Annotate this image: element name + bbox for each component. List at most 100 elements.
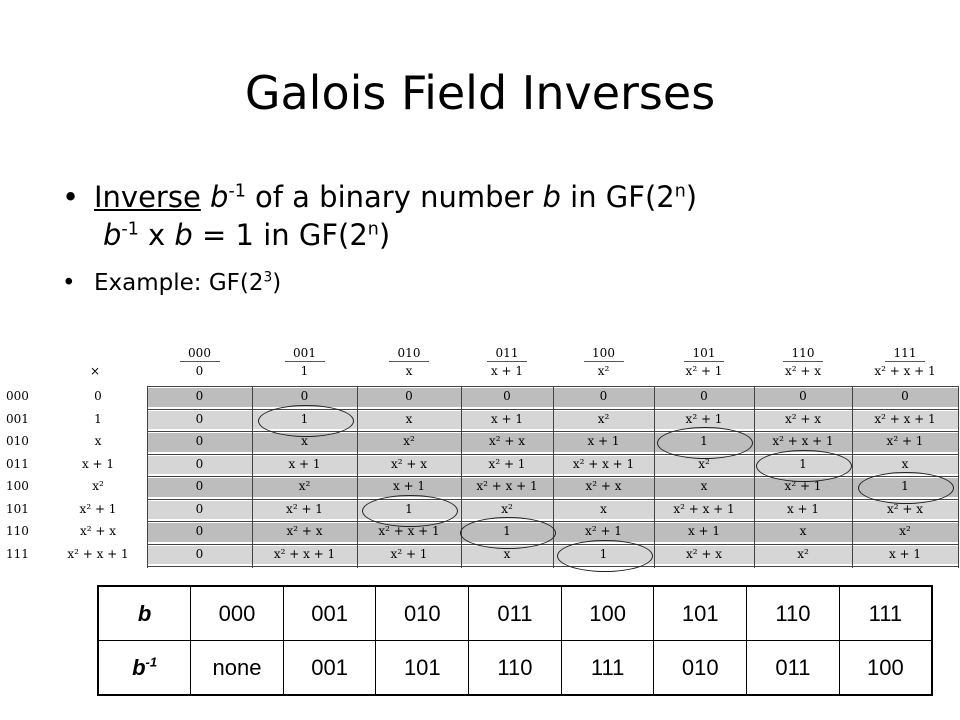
header-underline bbox=[783, 361, 823, 362]
col-header-poly: x + 1 bbox=[490, 364, 524, 378]
table-cell: x + 1 bbox=[687, 524, 721, 538]
col-header-binary: 111 bbox=[893, 346, 917, 360]
table-cell: x bbox=[901, 456, 909, 471]
bullet-line-2: b-1 x b = 1 in GF(2n) bbox=[94, 216, 940, 254]
col-header-binary: 001 bbox=[293, 346, 316, 360]
grid-line bbox=[147, 498, 958, 500]
table-cell: x² + 1 bbox=[488, 456, 526, 471]
cell-b: 011 bbox=[468, 585, 562, 641]
col-header-binary: 100 bbox=[592, 346, 615, 360]
header-underline bbox=[487, 361, 527, 362]
header-underline bbox=[885, 361, 925, 362]
table-cell: x² + x + 1 bbox=[476, 479, 538, 493]
cell-binv: 100 bbox=[838, 640, 933, 696]
grid-line bbox=[461, 386, 462, 568]
inverse-circle bbox=[556, 539, 653, 572]
table-cell: x² + x bbox=[286, 524, 323, 538]
row-header-binary: 011 bbox=[6, 456, 29, 471]
var-b: b bbox=[542, 180, 561, 214]
cell-b: 001 bbox=[282, 585, 377, 641]
sup-n: n bbox=[674, 181, 686, 202]
inverse-circle bbox=[362, 494, 458, 527]
row-header-poly: x² + x bbox=[79, 524, 117, 538]
label-b: b bbox=[132, 654, 146, 680]
grid-line bbox=[654, 386, 655, 568]
header-underline bbox=[684, 361, 724, 362]
table-cell: x² bbox=[899, 524, 911, 538]
grid-line bbox=[147, 566, 958, 567]
table-cell: x² bbox=[698, 456, 710, 471]
var-b: b bbox=[174, 218, 193, 252]
row-header-poly: x + 1 bbox=[81, 456, 115, 471]
table-cell: x² + 1 bbox=[390, 546, 428, 561]
times-x: x bbox=[147, 218, 166, 252]
row-header-poly: 1 bbox=[94, 411, 102, 426]
table-cell: x + 1 bbox=[786, 501, 820, 516]
table-cell: x + 1 bbox=[490, 411, 524, 426]
table-cell: 0 bbox=[195, 389, 204, 403]
row-header-poly: x² + x + 1 bbox=[67, 546, 129, 561]
grid-line bbox=[147, 408, 958, 410]
table-cell: x² + x bbox=[685, 546, 723, 561]
table-cell: 0 bbox=[195, 546, 204, 561]
col-header-binary: 101 bbox=[692, 346, 716, 360]
corner-times: × bbox=[89, 364, 101, 378]
table-cell: x² + 1 bbox=[585, 524, 622, 538]
table-cell: 0 bbox=[195, 411, 204, 426]
row-header-binary: 110 bbox=[6, 524, 29, 538]
table-cell: x² + x bbox=[585, 479, 622, 493]
example-text: Example: GF(2 bbox=[94, 270, 264, 296]
grid-line bbox=[357, 386, 358, 568]
sup-neg1: -1 bbox=[228, 181, 246, 202]
cell-b: 000 bbox=[190, 585, 284, 641]
table-cell: x² + x + 1 bbox=[572, 456, 635, 471]
cell-b: 100 bbox=[560, 585, 655, 641]
sup-3: 3 bbox=[263, 269, 273, 286]
row-label-b: b bbox=[97, 585, 192, 641]
row-header-binary: 100 bbox=[6, 479, 29, 493]
cell-binv: 110 bbox=[468, 640, 562, 696]
table-cell: x² bbox=[403, 434, 415, 448]
table-cell: x² + 1 bbox=[286, 501, 323, 516]
col-header-poly: x² bbox=[597, 364, 610, 378]
inverse-row-b: b 000 001 010 011 100 101 110 111 bbox=[97, 585, 933, 641]
inverse-row-binv: b-1 none 001 101 110 111 010 011 100 bbox=[97, 640, 933, 696]
text-in-gf: in GF(2 bbox=[570, 180, 675, 214]
inverse-circle bbox=[460, 517, 556, 550]
table-cell: 0 bbox=[195, 434, 204, 448]
bullet-line-1: Inverse b-1 of a binary number b in GF(2… bbox=[94, 178, 940, 216]
table-row-bg bbox=[147, 478, 958, 497]
table-cell: x bbox=[503, 546, 511, 561]
grid-line bbox=[147, 386, 958, 387]
row-label-b-inverse: b-1 bbox=[97, 640, 192, 696]
grid-line bbox=[754, 386, 755, 568]
table-cell: x² + 1 bbox=[784, 479, 822, 493]
cell-binv: 001 bbox=[282, 640, 377, 696]
bullet-dot: • bbox=[62, 180, 80, 214]
header-underline bbox=[179, 361, 220, 362]
cell-binv: 101 bbox=[375, 640, 470, 696]
col-header-poly: x² + 1 bbox=[685, 364, 723, 378]
table-row-bg bbox=[147, 545, 958, 564]
table-row-bg bbox=[147, 500, 958, 519]
header-underline bbox=[583, 361, 624, 362]
table-cell: 0 bbox=[901, 389, 909, 403]
table-cell: x² bbox=[298, 479, 311, 493]
table-cell: x² + 1 bbox=[886, 434, 924, 448]
bullet-dot: • bbox=[62, 270, 76, 296]
term-inverse: Inverse bbox=[94, 180, 201, 214]
table-cell: x² + x bbox=[488, 434, 526, 448]
cell-b: 010 bbox=[375, 585, 470, 641]
table-cell: 0 bbox=[195, 501, 204, 516]
grid-line bbox=[147, 431, 958, 432]
slide-title: Galois Field Inverses bbox=[244, 66, 716, 120]
table-cell: 0 bbox=[405, 389, 413, 403]
col-header-poly: x bbox=[405, 364, 413, 378]
table-cell: x + 1 bbox=[888, 546, 922, 561]
cell-b: 101 bbox=[653, 585, 748, 641]
table-cell: x + 1 bbox=[288, 456, 321, 471]
header-underline bbox=[284, 361, 325, 362]
var-b: b bbox=[103, 218, 122, 252]
table-cell: 0 bbox=[503, 389, 511, 403]
